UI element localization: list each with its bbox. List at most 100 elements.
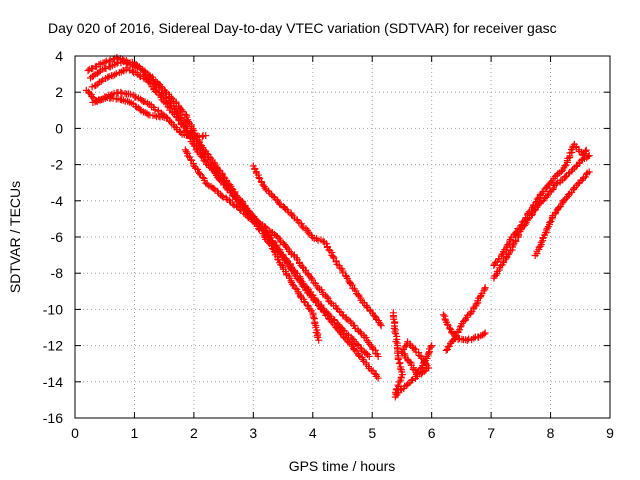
data-point <box>584 152 592 160</box>
data-point <box>151 106 159 114</box>
series-track-l <box>490 152 593 282</box>
data-point <box>585 168 593 176</box>
data-point <box>454 327 462 335</box>
data-point <box>298 222 306 230</box>
data-point <box>492 271 500 279</box>
data-point <box>536 242 544 250</box>
data-point <box>462 336 470 344</box>
x-tick-label: 3 <box>249 425 257 441</box>
data-point <box>185 132 193 140</box>
y-tick-label: -12 <box>43 338 63 354</box>
data-point <box>303 284 311 292</box>
data-point <box>314 284 322 292</box>
data-point <box>134 64 142 72</box>
y-tick-label: -16 <box>43 410 63 426</box>
data-point <box>481 329 489 337</box>
data-point <box>342 271 350 279</box>
x-tick-label: 9 <box>606 425 614 441</box>
data-point <box>326 298 334 306</box>
data-point <box>325 311 333 319</box>
data-point <box>558 200 566 208</box>
data-point <box>585 152 593 160</box>
data-point <box>394 355 402 363</box>
data-point <box>362 349 370 357</box>
data-point <box>536 199 544 207</box>
data-point <box>182 148 190 156</box>
data-point <box>112 70 120 78</box>
data-point <box>119 57 127 65</box>
data-point <box>581 147 589 155</box>
data-point <box>444 321 452 329</box>
y-tick-label: -4 <box>51 193 64 209</box>
data-point <box>533 195 541 203</box>
x-tick-label: 2 <box>190 425 198 441</box>
y-tick-label: 2 <box>55 84 63 100</box>
data-point <box>175 116 183 124</box>
data-point <box>394 381 402 389</box>
data-point <box>329 253 337 261</box>
data-point <box>456 323 464 331</box>
data-point <box>313 235 321 243</box>
data-point <box>582 146 590 154</box>
data-point <box>132 102 140 110</box>
data-point <box>260 232 268 240</box>
series-track-i <box>439 311 489 344</box>
data-point <box>362 334 370 342</box>
data-point <box>236 205 244 213</box>
data-point <box>124 97 132 105</box>
data-point <box>250 219 258 227</box>
data-point <box>449 336 457 344</box>
data-point <box>339 326 347 334</box>
data-point <box>472 300 480 308</box>
data-point <box>359 298 367 306</box>
data-point <box>318 303 326 311</box>
data-point <box>95 68 103 76</box>
data-point <box>506 247 514 255</box>
data-point <box>342 315 350 323</box>
x-tick-labels: 0 1 2 3 4 5 6 7 8 9 <box>71 425 614 441</box>
data-point <box>428 342 436 350</box>
data-point <box>282 256 290 264</box>
data-point <box>439 311 447 319</box>
data-point <box>88 93 96 101</box>
axis-ticks <box>74 55 611 419</box>
data-point <box>276 200 284 208</box>
data-point <box>330 316 338 324</box>
data-point <box>270 248 278 256</box>
data-point <box>151 87 159 95</box>
x-tick-label: 6 <box>428 425 436 441</box>
data-point <box>288 280 296 288</box>
data-point <box>315 336 323 344</box>
data-point <box>470 334 478 342</box>
data-point <box>557 167 565 175</box>
data-point <box>368 342 376 350</box>
data-point <box>547 178 555 186</box>
data-point <box>208 164 216 172</box>
data-point <box>304 228 312 236</box>
data-point <box>554 170 562 178</box>
data-point <box>178 106 186 114</box>
data-point <box>480 287 488 295</box>
data-point <box>256 174 264 182</box>
y-tick-label: -14 <box>43 374 63 390</box>
data-point <box>481 284 489 292</box>
data-point <box>199 173 207 181</box>
x-tick-label: 7 <box>487 425 495 441</box>
data-point <box>546 219 554 227</box>
data-point <box>463 336 471 344</box>
data-point <box>555 204 563 212</box>
data-point <box>312 329 320 337</box>
data-point <box>229 200 237 208</box>
data-point <box>202 132 210 140</box>
data-point <box>396 365 404 373</box>
data-point <box>138 96 146 104</box>
data-point <box>417 352 425 360</box>
data-point <box>117 88 125 96</box>
data-point <box>323 293 331 301</box>
data-point <box>425 349 433 357</box>
data-point <box>524 215 532 223</box>
data-point <box>346 280 354 288</box>
data-point <box>552 180 560 188</box>
series-track-m <box>531 168 593 260</box>
